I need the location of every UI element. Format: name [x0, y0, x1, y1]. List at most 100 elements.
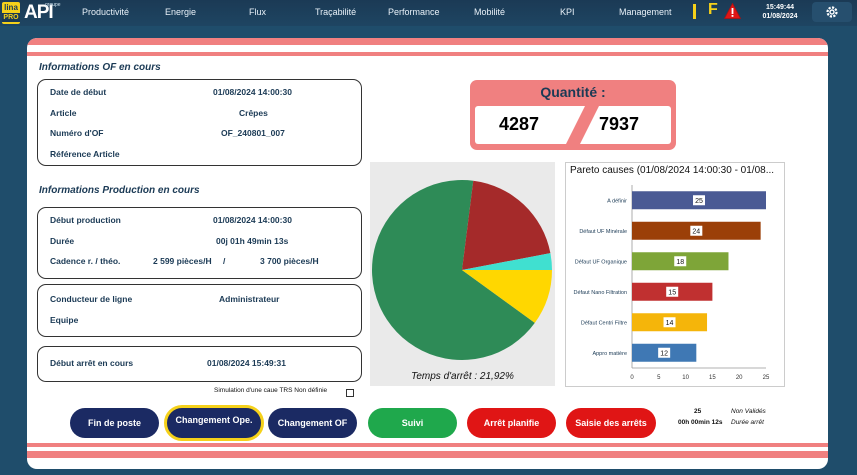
nav-productivite[interactable]: Productivité — [82, 7, 130, 17]
suivi-button[interactable]: Suivi — [368, 408, 457, 438]
top-stripe-thin — [27, 52, 828, 56]
downtime-pie-area: Temps d'arrêt : 21,92% — [370, 162, 555, 386]
saisie-arrets-button[interactable]: Saisie des arrêts — [566, 408, 656, 438]
logo-lina-text: lina — [4, 3, 18, 12]
nav-management[interactable]: Management — [619, 7, 672, 17]
pareto-data-label-bg-1 — [690, 225, 703, 236]
pareto-category-label-2: Défaut UF Organique — [575, 259, 627, 265]
pie-slice-0 — [372, 179, 535, 360]
pareto-data-label-2: 18 — [676, 259, 684, 266]
nav-tracabilite[interactable]: Traçabilité — [315, 7, 357, 17]
pareto-data-label-4: 14 — [666, 320, 674, 327]
quantity-card: Quantité : 4287 7937 — [470, 80, 676, 150]
pareto-x-tick-15: 15 — [709, 375, 716, 381]
duree-arret-label: Durée arrêt — [731, 419, 764, 426]
nav-mobilite[interactable]: Mobilité — [474, 7, 506, 17]
quantity-target: 7937 — [599, 114, 640, 134]
of-date-debut-value: 01/08/2024 14:00:30 — [213, 87, 292, 97]
prod-info-box: Début production 01/08/2024 14:00:30 Dur… — [37, 207, 362, 279]
of-info-title: Informations OF en cours — [39, 62, 161, 73]
pareto-x-tick-10: 10 — [682, 375, 689, 381]
prod-cadence-theo: 3 700 pièces/H — [260, 256, 319, 266]
pareto-chart: 0 5 10 15 20 25 A définir 25 Défaut UF Minérale 2… — [574, 185, 770, 381]
pareto-x-tick-0: 0 — [630, 375, 634, 381]
logo-pro-text: PRO — [2, 13, 20, 22]
prod-cadence-sep: / — [223, 256, 226, 266]
of-numero-label: Numéro d'OF — [50, 128, 104, 138]
equipe-label: Equipe — [50, 315, 79, 325]
quantity-produced: 4287 — [499, 114, 540, 134]
settings-button[interactable] — [812, 2, 852, 22]
arret-value: 01/08/2024 15:49:31 — [207, 358, 286, 368]
prod-duree-value: 00j 01h 49min 13s — [216, 236, 289, 246]
pareto-category-label-3: Défaut Nano Filtration — [574, 290, 628, 296]
downtime-pie-chart — [372, 179, 552, 360]
pareto-data-label-bg-3 — [666, 286, 679, 297]
status-letter: F — [708, 1, 718, 18]
quantity-box: 4287 7937 — [475, 106, 671, 144]
simulation-label: Simulation d'une caue TRS Non définie — [214, 387, 328, 394]
gear-icon — [826, 6, 838, 18]
lina-logo-mark: lina PRO — [2, 2, 20, 24]
of-reference-label: Référence Article — [50, 149, 120, 159]
pie-caption: Temps d'arrêt : 21,92% — [411, 371, 514, 382]
nav-flux[interactable]: Flux — [249, 7, 267, 17]
pareto-category-label-1: Défaut UF Minérale — [579, 229, 627, 235]
duree-arret-value: 00h 00min 12s — [678, 419, 723, 426]
top-stripe — [27, 38, 828, 45]
pareto-x-tick-20: 20 — [736, 375, 743, 381]
pareto-data-label-bg-4 — [663, 317, 676, 328]
pareto-chart-panel: Pareto causes (01/08/2024 14:00:30 - 01/… — [565, 162, 785, 387]
of-numero-value: OF_240801_007 — [221, 128, 285, 138]
fin-de-poste-button[interactable]: Fin de poste — [70, 408, 159, 438]
pareto-x-tick-25: 25 — [763, 375, 770, 381]
changement-ope-button[interactable]: Changement Ope. — [164, 405, 264, 441]
of-article-value: Crêpes — [239, 108, 268, 118]
non-valides-count: 25 — [694, 408, 702, 415]
arret-label: Début arrêt en cours — [50, 358, 134, 368]
arret-planifie-button[interactable]: Arrêt planifie — [467, 408, 556, 438]
simulation-checkbox[interactable] — [346, 389, 354, 397]
pareto-data-label-3: 15 — [668, 289, 676, 296]
prod-duree-label: Durée — [50, 236, 75, 246]
pareto-x-tick-5: 5 — [657, 375, 661, 381]
changement-of-button[interactable]: Changement OF — [268, 408, 357, 438]
clock: 15:49:44 01/08/2024 — [752, 3, 808, 21]
pareto-data-label-bg-0 — [693, 195, 705, 206]
pareto-data-label-5: 12 — [660, 350, 668, 357]
pie-slice-1 — [462, 180, 551, 270]
prod-cadence-reel: 2 599 pièces/H — [153, 256, 212, 266]
clock-time: 15:49:44 — [765, 4, 795, 11]
main-panel: Informations OF en cours Date de début 0… — [27, 38, 828, 469]
of-article-label: Article — [50, 108, 77, 118]
pareto-data-label-1: 24 — [692, 228, 700, 235]
pie-slice-2 — [462, 253, 552, 270]
conducteur-label: Conducteur de ligne — [50, 294, 133, 304]
prod-info-title: Informations Production en cours — [39, 185, 200, 196]
of-info-box: Date de début 01/08/2024 14:00:30 Articl… — [37, 79, 362, 166]
pareto-category-label-0: A définir — [607, 198, 627, 204]
logo-api-text: API — [24, 2, 54, 23]
logo-group-text: groupe — [45, 2, 61, 8]
clock-date: 01/08/2024 — [762, 13, 798, 20]
prod-cadence-label: Cadence r. / théo. — [50, 256, 121, 266]
bottom-stripe — [27, 451, 828, 458]
warning-icon[interactable] — [724, 3, 741, 19]
lina-api-logo[interactable]: lina PRO API groupe — [2, 2, 61, 24]
pareto-data-label-bg-5 — [658, 347, 671, 358]
nav-kpi[interactable]: KPI — [560, 7, 575, 17]
bottom-stripe-thin — [27, 443, 828, 447]
non-valides-label: Non Validés — [731, 408, 766, 415]
conducteur-box: Conducteur de ligne Administrateur Equip… — [37, 284, 362, 337]
nav-energie[interactable]: Energie — [165, 7, 197, 17]
arret-box: Début arrêt en cours 01/08/2024 15:49:31 — [37, 346, 362, 382]
of-date-debut-label: Date de début — [50, 87, 107, 97]
conducteur-value: Administrateur — [219, 294, 280, 304]
pareto-title: Pareto causes (01/08/2024 14:00:30 - 01/… — [570, 165, 775, 176]
pareto-category-label-4: Défaut Centri Filtre — [581, 320, 627, 326]
pareto-data-label-0: 25 — [695, 198, 703, 205]
pie-slice-3 — [462, 270, 552, 323]
quantity-divider — [566, 106, 599, 144]
nav-performance[interactable]: Performance — [388, 7, 440, 17]
quantity-title: Quantité : — [540, 84, 606, 100]
